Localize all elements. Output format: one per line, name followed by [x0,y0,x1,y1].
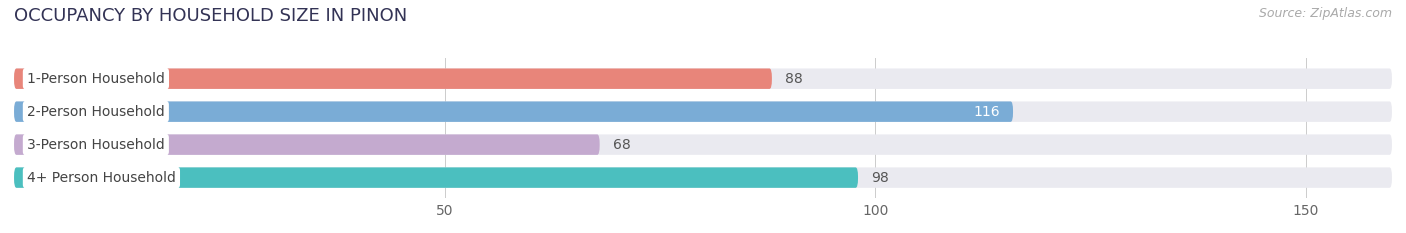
FancyBboxPatch shape [14,167,1392,188]
Text: 4+ Person Household: 4+ Person Household [27,171,176,185]
Text: 88: 88 [785,72,803,86]
FancyBboxPatch shape [14,101,1392,122]
Text: 68: 68 [613,138,630,152]
FancyBboxPatch shape [14,69,1392,89]
Text: 98: 98 [870,171,889,185]
Text: 2-Person Household: 2-Person Household [27,105,165,119]
FancyBboxPatch shape [14,134,599,155]
Text: 1-Person Household: 1-Person Household [27,72,165,86]
FancyBboxPatch shape [14,69,772,89]
FancyBboxPatch shape [14,134,1392,155]
Text: OCCUPANCY BY HOUSEHOLD SIZE IN PINON: OCCUPANCY BY HOUSEHOLD SIZE IN PINON [14,7,408,25]
Text: 3-Person Household: 3-Person Household [27,138,165,152]
FancyBboxPatch shape [14,167,858,188]
Text: 116: 116 [973,105,1000,119]
FancyBboxPatch shape [14,101,1012,122]
Text: Source: ZipAtlas.com: Source: ZipAtlas.com [1258,7,1392,20]
